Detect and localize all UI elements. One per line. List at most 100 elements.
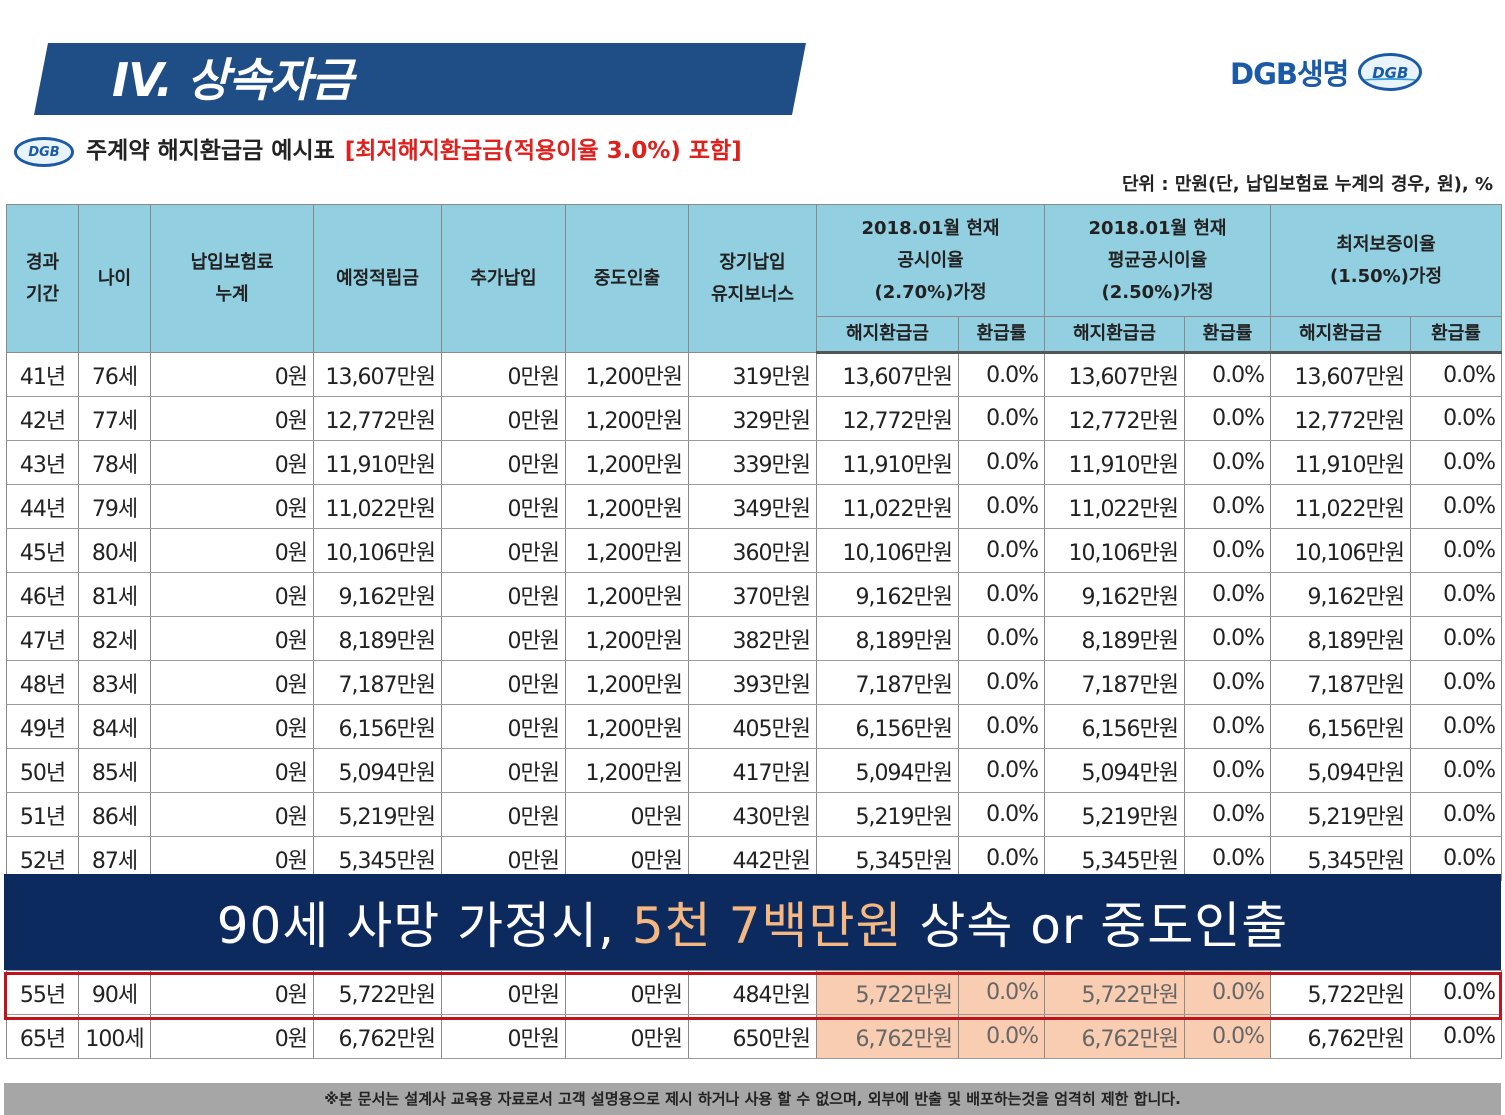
table-cell: 0.0% [1184, 572, 1271, 617]
header-bonus: 장기납입 유지보너스 [688, 204, 817, 353]
table-cell: 12,772만원 [313, 396, 442, 441]
table-cell: 382만원 [688, 616, 817, 661]
header-group-current-rate: 2018.01월 현재 공시이율 (2.70%)가정 [816, 204, 1045, 317]
table-cell: 0만원 [441, 1014, 566, 1059]
table-row: 44년 79세 0원 11,022만원 0만원 1,200만원 349만원 11,022만원 0… [6, 484, 1502, 529]
table-cell: 1,200만원 [565, 704, 689, 749]
table-row: 48년 83세 0원 7,187만원 0만원 1,200만원 393만원 7,187만원 0.0… [6, 660, 1502, 705]
table-cell: 0만원 [565, 1014, 689, 1059]
table-cell: 11,022만원 [1044, 484, 1185, 529]
table-cell: 44년 [6, 484, 79, 529]
table-cell: 1,200만원 [565, 748, 689, 793]
table-cell: 5,094만원 [1044, 748, 1185, 793]
header-group-average-rate: 2018.01월 현재 평균공시이율 (2.50%)가정 [1044, 204, 1271, 317]
table-cell: 76세 [78, 352, 151, 397]
table-cell: 5,722만원 [816, 970, 959, 1015]
table-cell: 12,772만원 [1044, 396, 1185, 441]
table-cell: 1,200만원 [565, 396, 689, 441]
sub-logo-text: DGB [28, 145, 60, 160]
table-cell: 0원 [150, 572, 314, 617]
table-cell: 79세 [78, 484, 151, 529]
page-title: IV. 상속자금 [112, 53, 353, 107]
table-cell: 0.0% [958, 528, 1045, 573]
table-cell: 6,762만원 [1270, 1014, 1411, 1059]
table-cell: 86세 [78, 792, 151, 837]
table-cell: 49년 [6, 704, 79, 749]
table-cell: 0만원 [441, 352, 566, 397]
table-cell: 0원 [150, 1014, 314, 1059]
table-cell: 87세 [78, 836, 151, 881]
table-cell: 1,200만원 [565, 616, 689, 661]
table-cell: 90세 [78, 970, 151, 1015]
table-cell: 1,200만원 [565, 572, 689, 617]
table-row: 50년 85세 0원 5,094만원 0만원 1,200만원 417만원 5,094만원 0.0… [6, 748, 1502, 793]
table-cell: 1,200만원 [565, 484, 689, 529]
header-additional: 추가납입 [441, 204, 566, 353]
table-cell: 0만원 [441, 528, 566, 573]
table-cell: 0원 [150, 528, 314, 573]
table-body: 41년 76세 0원 13,607만원 0만원 1,200만원 319만원 13,607만원 0… [6, 352, 1502, 1059]
table-cell: 0만원 [441, 970, 566, 1015]
table-cell: 405만원 [688, 704, 817, 749]
table-cell: 0만원 [441, 440, 566, 485]
table-cell: 83세 [78, 660, 151, 705]
table-cell: 7,187만원 [816, 660, 959, 705]
surrender-value-table: 경과 기간 나이 납입보험료 누계 예정적립금 추가납입 중도인출 장기납입 유… [6, 204, 1502, 1059]
table-cell: 0.0% [1410, 836, 1502, 881]
table-cell: 51년 [6, 792, 79, 837]
table-cell: 0만원 [441, 704, 566, 749]
table-cell: 8,189만원 [1270, 616, 1411, 661]
table-cell: 0.0% [958, 660, 1045, 705]
table-cell: 5,219만원 [816, 792, 959, 837]
table-cell: 0만원 [441, 396, 566, 441]
table-cell: 484만원 [688, 970, 817, 1015]
table-cell: 41년 [6, 352, 79, 397]
table-cell: 46년 [6, 572, 79, 617]
table-cell: 5,345만원 [1270, 836, 1411, 881]
callout-banner: 90세 사망 가정시, 5천 7백만원 상속 or 중도인출 [4, 874, 1501, 970]
table-cell: 6,762만원 [816, 1014, 959, 1059]
table-cell: 11,910만원 [1044, 440, 1185, 485]
table-row: 42년 77세 0원 12,772만원 0만원 1,200만원 329만원 12,772만원 0… [6, 396, 1502, 441]
table-cell: 43년 [6, 440, 79, 485]
table-cell: 0.0% [1410, 352, 1502, 397]
table-cell: 0원 [150, 660, 314, 705]
table-cell: 0만원 [441, 660, 566, 705]
table-cell: 0.0% [1184, 484, 1271, 529]
table-cell: 360만원 [688, 528, 817, 573]
table-cell: 1,200만원 [565, 528, 689, 573]
table-cell: 0.0% [1410, 660, 1502, 705]
table-row: 46년 81세 0원 9,162만원 0만원 1,200만원 370만원 9,162만원 0.0… [6, 572, 1502, 617]
table-cell: 0.0% [958, 440, 1045, 485]
table-cell: 10,106만원 [1270, 528, 1411, 573]
table-title-note: [최저해지환급금(적용이율 3.0%) 포함] [344, 138, 742, 164]
table-cell: 6,156만원 [1044, 704, 1185, 749]
table-cell: 0.0% [1410, 396, 1502, 441]
table-cell: 84세 [78, 704, 151, 749]
table-cell: 1,200만원 [565, 660, 689, 705]
table-row: 45년 80세 0원 10,106만원 0만원 1,200만원 360만원 10,106만원 0… [6, 528, 1502, 573]
table-cell: 42년 [6, 396, 79, 441]
table-cell: 0.0% [1410, 748, 1502, 793]
table-cell: 0.0% [1184, 704, 1271, 749]
table-cell: 319만원 [688, 352, 817, 397]
table-cell: 0.0% [1184, 660, 1271, 705]
callout-amount: 5천 7백만원 [631, 897, 903, 955]
header-group-minimum-rate: 최저보증이율 (1.50%)가정 [1270, 204, 1502, 317]
table-cell: 6,156만원 [816, 704, 959, 749]
table-cell: 0원 [150, 616, 314, 661]
table-row: 49년 84세 0원 6,156만원 0만원 1,200만원 405만원 6,156만원 0.0… [6, 704, 1502, 749]
table-cell: 0.0% [1184, 748, 1271, 793]
table-cell: 5,094만원 [313, 748, 442, 793]
table-cell: 50년 [6, 748, 79, 793]
table-cell: 6,762만원 [313, 1014, 442, 1059]
table-cell: 55년 [6, 970, 79, 1015]
callout-text: 90세 사망 가정시, 5천 7백만원 상속 or 중도인출 [216, 897, 1289, 955]
table-cell: 0원 [150, 970, 314, 1015]
table-cell: 0.0% [958, 970, 1045, 1015]
table-cell: 5,219만원 [313, 792, 442, 837]
brand-logo-text: DGB [1372, 64, 1409, 82]
table-cell: 100세 [78, 1014, 151, 1059]
header-surrender-3: 해지환급금 [1270, 316, 1411, 354]
table-cell: 0.0% [958, 836, 1045, 881]
